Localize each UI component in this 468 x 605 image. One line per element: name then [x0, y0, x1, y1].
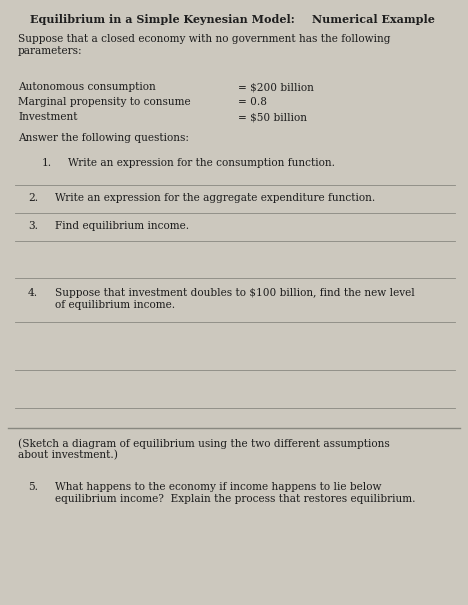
- Text: 3.: 3.: [28, 221, 38, 231]
- Text: 2.: 2.: [28, 193, 38, 203]
- Text: Answer the following questions:: Answer the following questions:: [18, 133, 189, 143]
- Text: = 0.8: = 0.8: [238, 97, 267, 107]
- Text: Suppose that a closed economy with no government has the following
parameters:: Suppose that a closed economy with no go…: [18, 34, 390, 56]
- Text: = $200 billion: = $200 billion: [238, 82, 314, 92]
- Text: Find equilibrium income.: Find equilibrium income.: [55, 221, 189, 231]
- Text: Investment: Investment: [18, 112, 78, 122]
- Text: Write an expression for the aggregate expenditure function.: Write an expression for the aggregate ex…: [55, 193, 375, 203]
- Text: Autonomous consumption: Autonomous consumption: [18, 82, 156, 92]
- Text: What happens to the economy if income happens to lie below
equilibrium income?  : What happens to the economy if income ha…: [55, 482, 416, 503]
- Text: Marginal propensity to consume: Marginal propensity to consume: [18, 97, 190, 107]
- Text: Suppose that investment doubles to $100 billion, find the new level
of equilibri: Suppose that investment doubles to $100 …: [55, 288, 415, 310]
- Text: Equilibrium in a Simple Keynesian Model:: Equilibrium in a Simple Keynesian Model:: [30, 14, 295, 25]
- Text: (Sketch a diagram of equilibrium using the two different assumptions
about inves: (Sketch a diagram of equilibrium using t…: [18, 438, 390, 460]
- Text: = $50 billion: = $50 billion: [238, 112, 307, 122]
- Text: Numerical Example: Numerical Example: [312, 14, 435, 25]
- Text: 1.: 1.: [42, 158, 52, 168]
- Text: 4.: 4.: [28, 288, 38, 298]
- Text: Write an expression for the consumption function.: Write an expression for the consumption …: [68, 158, 335, 168]
- Text: 5.: 5.: [28, 482, 38, 492]
